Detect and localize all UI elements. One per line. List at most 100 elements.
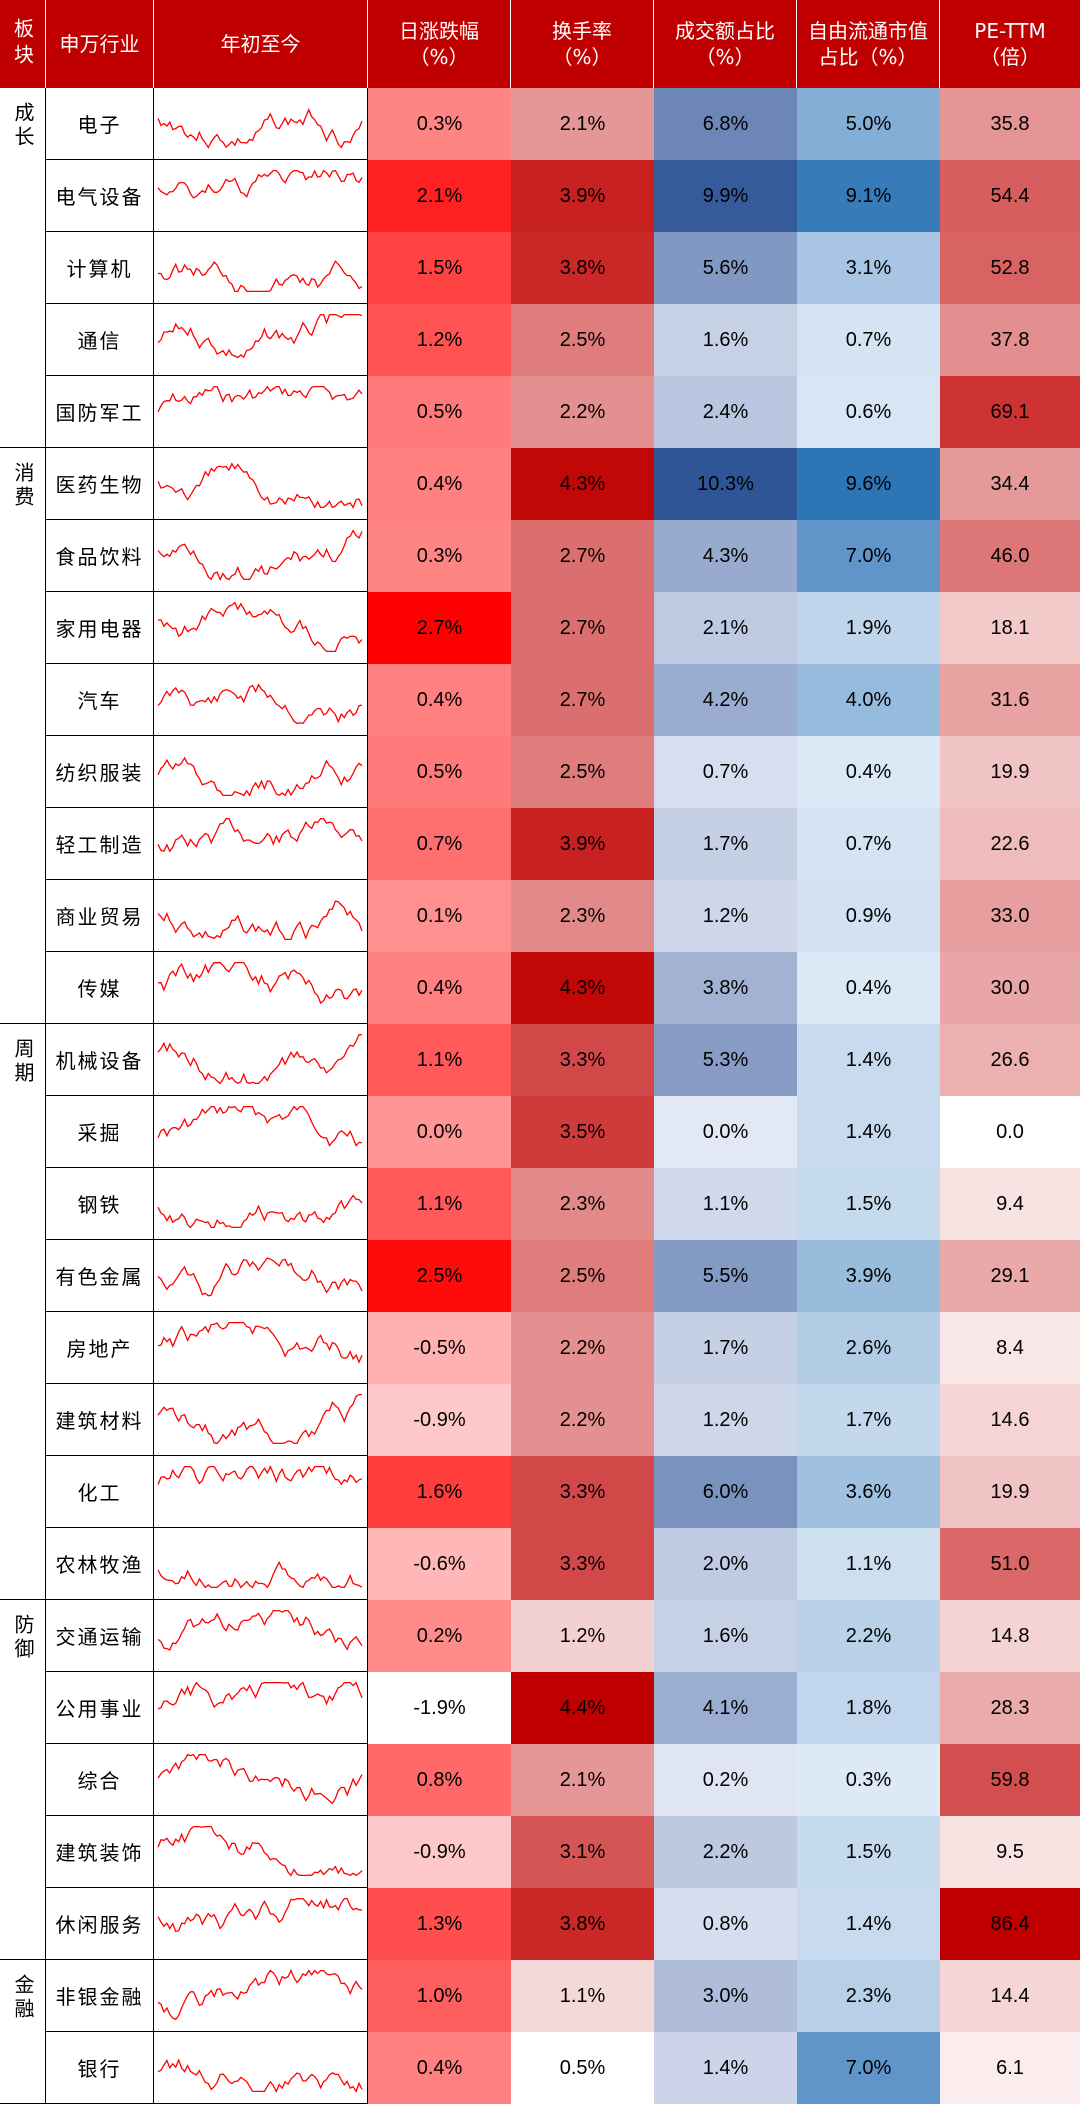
industry-name: 有色金属 bbox=[46, 1240, 154, 1312]
ytd-sparkline bbox=[154, 952, 368, 1024]
ytd-sparkline bbox=[154, 664, 368, 736]
cell-float-cap-share: 1.8% bbox=[797, 1672, 940, 1744]
sparkline-path bbox=[157, 961, 363, 1005]
cell-daily-change: 0.3% bbox=[368, 88, 511, 160]
cell-pe-ttm: 8.4 bbox=[940, 1312, 1080, 1384]
sparkline-path bbox=[157, 260, 363, 293]
cell-volume-share: 2.0% bbox=[654, 1528, 797, 1600]
header-turnover-line1: 换手率 bbox=[552, 19, 612, 43]
cell-daily-change: 1.3% bbox=[368, 1888, 511, 1960]
ytd-sparkline bbox=[154, 1024, 368, 1096]
cell-volume-share: 0.8% bbox=[654, 1888, 797, 1960]
industry-name: 商业贸易 bbox=[46, 880, 154, 952]
sparkline-path bbox=[157, 1257, 363, 1297]
cell-turnover: 3.8% bbox=[511, 1888, 654, 1960]
cell-pe-ttm: 33.0 bbox=[940, 880, 1080, 952]
cell-turnover: 4.3% bbox=[511, 952, 654, 1024]
cell-volume-share: 2.1% bbox=[654, 592, 797, 664]
sparkline-path bbox=[157, 1321, 363, 1364]
sparkline-path bbox=[157, 169, 363, 199]
cell-turnover: 3.5% bbox=[511, 1096, 654, 1168]
sparkline-path bbox=[157, 462, 363, 509]
sector-group-label: 周期 bbox=[11, 1038, 35, 1086]
cell-float-cap-share: 1.4% bbox=[797, 1024, 940, 1096]
sparkline-path bbox=[157, 1033, 363, 1085]
cell-daily-change: 1.5% bbox=[368, 232, 511, 304]
cell-daily-change: -0.9% bbox=[368, 1816, 511, 1888]
industry-name: 交通运输 bbox=[46, 1600, 154, 1672]
cell-turnover: 2.5% bbox=[511, 736, 654, 808]
cell-float-cap-share: 0.7% bbox=[797, 808, 940, 880]
ytd-sparkline bbox=[154, 448, 368, 520]
cell-pe-ttm: 59.8 bbox=[940, 1744, 1080, 1816]
sector-group-label: 防御 bbox=[11, 1614, 35, 1662]
sparkline-path bbox=[157, 1825, 363, 1877]
cell-float-cap-share: 0.7% bbox=[797, 304, 940, 376]
cell-pe-ttm: 34.4 bbox=[940, 448, 1080, 520]
sparkline-path bbox=[157, 1105, 363, 1147]
cell-daily-change: 2.5% bbox=[368, 1240, 511, 1312]
cell-volume-share: 1.6% bbox=[654, 1600, 797, 1672]
cell-pe-ttm: 54.4 bbox=[940, 160, 1080, 232]
cell-daily-change: 1.6% bbox=[368, 1456, 511, 1528]
header-float-cap-line1: 自由流通市值 bbox=[808, 19, 928, 43]
header-turnover-line2: （%） bbox=[552, 45, 612, 69]
cell-pe-ttm: 19.9 bbox=[940, 736, 1080, 808]
cell-daily-change: 0.5% bbox=[368, 736, 511, 808]
cell-turnover: 2.1% bbox=[511, 1744, 654, 1816]
cell-daily-change: 0.5% bbox=[368, 376, 511, 448]
ytd-sparkline bbox=[154, 592, 368, 664]
sparkline-path bbox=[157, 1194, 363, 1229]
cell-float-cap-share: 5.0% bbox=[797, 88, 940, 160]
header-pe-ttm-line1: PE-TTM bbox=[974, 19, 1046, 43]
cell-turnover: 3.9% bbox=[511, 160, 654, 232]
sparkline-path bbox=[157, 108, 363, 149]
cell-volume-share: 2.4% bbox=[654, 376, 797, 448]
cell-float-cap-share: 3.6% bbox=[797, 1456, 940, 1528]
cell-pe-ttm: 31.6 bbox=[940, 664, 1080, 736]
ytd-sparkline bbox=[154, 808, 368, 880]
cell-pe-ttm: 52.8 bbox=[940, 232, 1080, 304]
sparkline-path bbox=[157, 385, 363, 413]
industry-name: 医药生物 bbox=[46, 448, 154, 520]
sparkline-path bbox=[157, 900, 363, 941]
cell-pe-ttm: 22.6 bbox=[940, 808, 1080, 880]
ytd-sparkline bbox=[154, 1456, 368, 1528]
cell-daily-change: 0.4% bbox=[368, 664, 511, 736]
cell-daily-change: -0.6% bbox=[368, 1528, 511, 1600]
header-volume-share-line2: （%） bbox=[695, 45, 755, 69]
cell-volume-share: 1.6% bbox=[654, 304, 797, 376]
cell-volume-share: 2.2% bbox=[654, 1816, 797, 1888]
cell-float-cap-share: 0.6% bbox=[797, 376, 940, 448]
cell-turnover: 4.4% bbox=[511, 1672, 654, 1744]
industry-name: 汽车 bbox=[46, 664, 154, 736]
cell-volume-share: 1.1% bbox=[654, 1168, 797, 1240]
cell-volume-share: 0.0% bbox=[654, 1096, 797, 1168]
header-float-cap: 自由流通市值 占比（%） bbox=[797, 0, 940, 88]
cell-daily-change: -0.5% bbox=[368, 1312, 511, 1384]
cell-daily-change: 0.4% bbox=[368, 952, 511, 1024]
industry-name: 非银金融 bbox=[46, 1960, 154, 2032]
ytd-sparkline bbox=[154, 160, 368, 232]
ytd-sparkline bbox=[154, 520, 368, 592]
cell-float-cap-share: 7.0% bbox=[797, 2032, 940, 2104]
industry-name: 传媒 bbox=[46, 952, 154, 1024]
cell-float-cap-share: 0.9% bbox=[797, 880, 940, 952]
cell-volume-share: 4.2% bbox=[654, 664, 797, 736]
cell-volume-share: 9.9% bbox=[654, 160, 797, 232]
cell-float-cap-share: 1.5% bbox=[797, 1168, 940, 1240]
ytd-sparkline bbox=[154, 1744, 368, 1816]
cell-turnover: 3.8% bbox=[511, 232, 654, 304]
cell-volume-share: 5.5% bbox=[654, 1240, 797, 1312]
cell-daily-change: 0.0% bbox=[368, 1096, 511, 1168]
cell-pe-ttm: 0.0 bbox=[940, 1096, 1080, 1168]
ytd-sparkline bbox=[154, 1888, 368, 1960]
cell-pe-ttm: 69.1 bbox=[940, 376, 1080, 448]
cell-pe-ttm: 19.9 bbox=[940, 1456, 1080, 1528]
industry-name: 国防军工 bbox=[46, 376, 154, 448]
industry-name: 计算机 bbox=[46, 232, 154, 304]
cell-turnover: 2.7% bbox=[511, 520, 654, 592]
sparkline-path bbox=[157, 1560, 363, 1589]
sector-group-label: 成长 bbox=[11, 102, 35, 150]
cell-pe-ttm: 29.1 bbox=[940, 1240, 1080, 1312]
